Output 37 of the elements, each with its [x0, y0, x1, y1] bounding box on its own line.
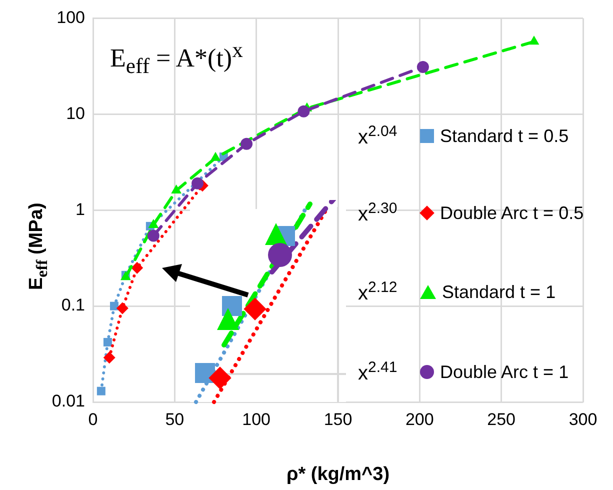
point: [416, 61, 429, 74]
y-tick-label: 1: [76, 200, 85, 219]
point: [148, 218, 159, 228]
annotation: x$^{2.04}$: [358, 122, 398, 150]
point: [240, 138, 253, 150]
y-tick-label: 100: [56, 8, 85, 27]
y-tick-label: 0.1: [61, 296, 85, 315]
x-tick-label: 300: [568, 410, 598, 429]
point: [116, 302, 128, 314]
point: [110, 302, 118, 310]
legend-label: Double Arc t = 0.5: [440, 202, 584, 224]
annotation: x$^{2.12}$: [358, 278, 398, 306]
x-tick-label: 0: [88, 410, 98, 429]
point: [131, 262, 144, 274]
point: [192, 177, 204, 190]
point: [103, 338, 112, 346]
point: [298, 105, 310, 118]
point: [528, 36, 540, 45]
y-tick-label: 10: [66, 104, 85, 123]
legend-label: Standard t = 0.5: [440, 126, 569, 146]
y-tick-label: 0.01: [52, 392, 85, 411]
x-tick-label: 50: [165, 410, 184, 429]
annotation: x$^{2.41}$: [358, 358, 398, 386]
legend-label: Standard t = 1: [442, 282, 556, 302]
annotation: x$^{2.30}$: [358, 200, 398, 226]
annotation: E$_{eff}$ = A*(t)$^{x}$: [110, 38, 243, 79]
point: [210, 152, 221, 161]
x-tick-label: 200: [405, 410, 434, 429]
x-tick-label: 150: [324, 410, 352, 429]
point: [147, 230, 160, 242]
point: [103, 352, 116, 364]
legend-label: Double Arc t = 1: [440, 362, 569, 382]
x-tick-label: 250: [487, 410, 516, 429]
point: [96, 386, 106, 396]
x-axis-title: ρ* (kg/m^3): [286, 464, 390, 485]
x-tick-label: 100: [242, 410, 271, 429]
point: [171, 184, 182, 194]
